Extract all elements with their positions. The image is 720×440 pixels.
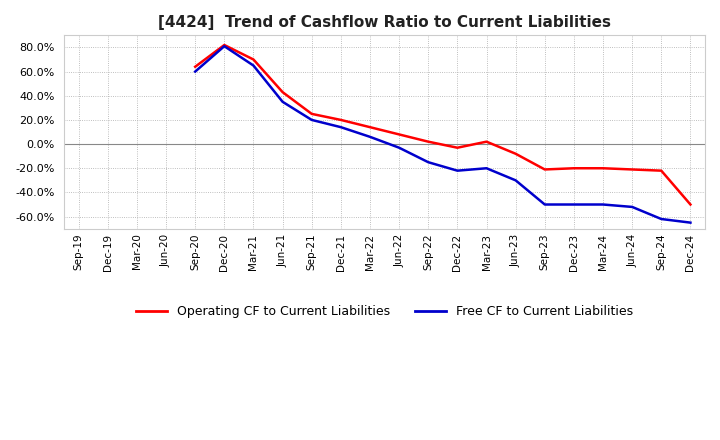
Legend: Operating CF to Current Liabilities, Free CF to Current Liabilities: Operating CF to Current Liabilities, Fre…: [130, 300, 639, 323]
Title: [4424]  Trend of Cashflow Ratio to Current Liabilities: [4424] Trend of Cashflow Ratio to Curren…: [158, 15, 611, 30]
